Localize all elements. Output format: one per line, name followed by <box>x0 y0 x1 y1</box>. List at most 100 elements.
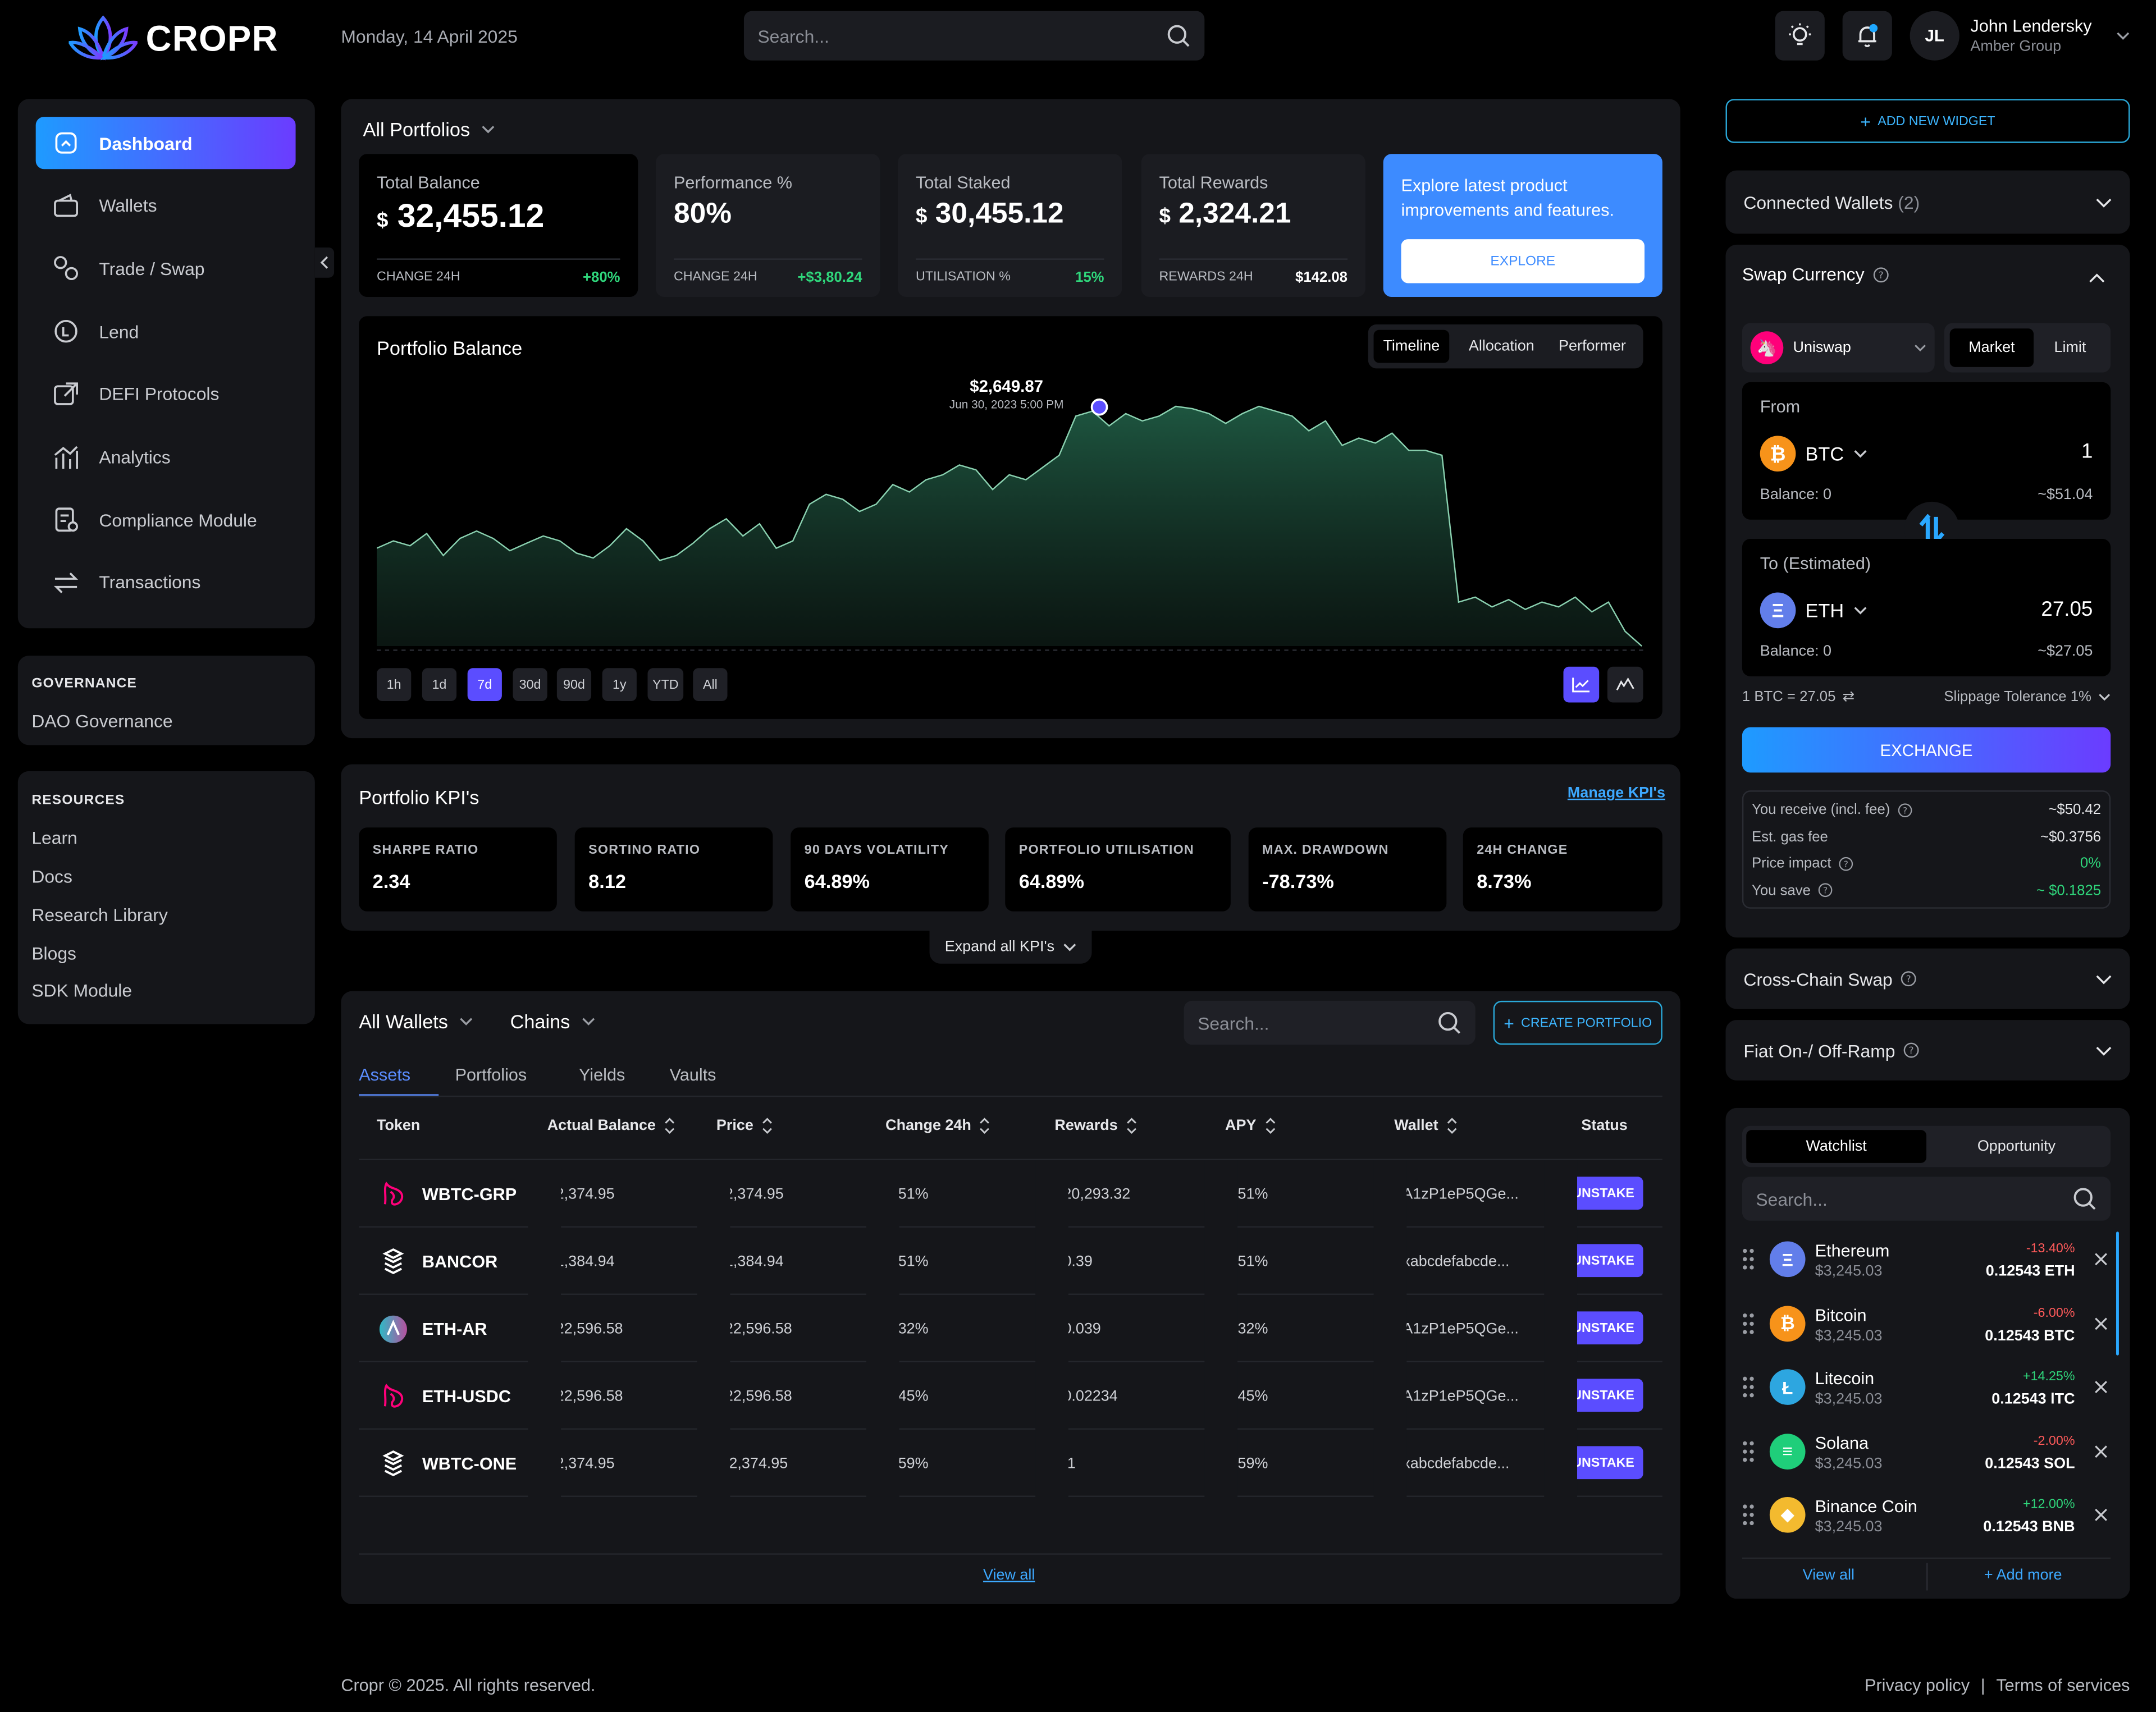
drag-handle-icon[interactable] <box>1742 1312 1755 1339</box>
uniswap-icon <box>378 1381 408 1411</box>
drag-handle-icon[interactable] <box>1742 1248 1755 1275</box>
exchange-button[interactable]: EXCHANGE <box>1742 727 2111 773</box>
assets-search-input[interactable]: Search... <box>1184 1000 1476 1045</box>
close-icon[interactable] <box>2094 1443 2108 1462</box>
close-icon[interactable] <box>2094 1315 2108 1334</box>
assets-view-all-link[interactable]: View all <box>983 1567 1035 1584</box>
sidebar-item-defi-protocols[interactable]: DEFI Protocols <box>36 368 296 420</box>
link-dao-governance[interactable]: DAO Governance <box>31 711 173 731</box>
tab-performer[interactable]: Performer <box>1559 338 1626 355</box>
tab-portfolios[interactable]: Portfolios <box>455 1065 527 1085</box>
notifications-button[interactable] <box>1842 11 1892 61</box>
sidebar-item-lend[interactable]: Lend <box>36 305 296 358</box>
wallets-filter[interactable]: All Wallets <box>359 1010 473 1032</box>
privacy-policy-link[interactable]: Privacy policy <box>1865 1676 1970 1695</box>
column-header-apy[interactable]: APY <box>1225 1118 1276 1134</box>
help-icon: ? <box>1838 856 1853 871</box>
column-header-status: Status <box>1581 1118 1627 1134</box>
expand-kpis-button[interactable]: Expand all KPI's <box>929 930 1092 964</box>
tab-timeline[interactable]: Timeline <box>1373 329 1450 363</box>
watchlist-view-all-link[interactable]: View all <box>1802 1567 1855 1584</box>
sidebar-collapse-button[interactable] <box>314 247 335 278</box>
close-icon[interactable] <box>2094 1251 2108 1270</box>
close-icon[interactable] <box>2094 1507 2108 1526</box>
line-chart-toggle[interactable] <box>1563 666 1600 703</box>
fiat-ramp-accordion[interactable]: Fiat On-/ Off-Ramp ? <box>1725 1020 2130 1081</box>
tab-opportunity[interactable]: Opportunity <box>1977 1138 2056 1155</box>
lend-icon <box>52 318 80 345</box>
header-search-input[interactable]: Search... <box>743 11 1205 61</box>
range-all[interactable]: All <box>693 668 728 701</box>
dex-select[interactable]: 🦄 Uniswap <box>1742 323 1935 373</box>
add-widget-button[interactable]: + ADD NEW WIDGET <box>1725 99 2130 143</box>
kpi-card: 24H CHANGE 8.73% <box>1463 827 1662 912</box>
close-icon[interactable] <box>2094 1379 2108 1398</box>
tab-assets[interactable]: Assets <box>359 1065 411 1085</box>
sidebar-item-transactions[interactable]: Transactions <box>36 557 296 609</box>
theme-toggle-button[interactable] <box>1775 11 1825 61</box>
link-sdk-module[interactable]: SDK Module <box>31 980 133 1001</box>
mode-market[interactable]: Market <box>1949 328 2034 367</box>
column-header-change-24h[interactable]: Change 24h <box>885 1118 990 1134</box>
from-amount-input[interactable]: 1 <box>2081 440 2093 464</box>
range-7d[interactable]: 7d <box>467 668 502 701</box>
sidebar-item-compliance-module[interactable]: Compliance Module <box>36 494 296 546</box>
token-cell: WBTC-GRP <box>378 1160 517 1228</box>
sidebar-item-trade-swap[interactable]: Trade / Swap <box>36 242 296 295</box>
candle-chart-toggle[interactable] <box>1607 666 1643 703</box>
column-header-price[interactable]: Price <box>716 1118 773 1134</box>
range-1h[interactable]: 1h <box>377 668 412 701</box>
connected-wallets-accordion[interactable]: Connected Wallets (2) <box>1725 170 2130 234</box>
to-token-select[interactable]: Ξ ETH <box>1760 592 1867 629</box>
mode-limit[interactable]: Limit <box>2054 339 2086 356</box>
portfolio-selector[interactable]: All Portfolios <box>363 118 495 140</box>
drag-handle-icon[interactable] <box>1742 1504 1755 1531</box>
explore-button[interactable]: EXPLORE <box>1401 239 1645 283</box>
range-1y[interactable]: 1y <box>602 668 637 701</box>
chart-highlight-point[interactable] <box>1090 398 1108 416</box>
drag-handle-icon[interactable] <box>1742 1440 1755 1467</box>
column-header-wallet[interactable]: Wallet <box>1394 1118 1458 1134</box>
tab-allocation[interactable]: Allocation <box>1468 338 1534 355</box>
range-ytd[interactable]: YTD <box>647 668 684 701</box>
watchlist-search-input[interactable]: Search... <box>1742 1177 2111 1221</box>
tab-vaults[interactable]: Vaults <box>669 1065 716 1085</box>
watchlist-item[interactable]: ≡ Solana $3,245.03 -2.00% 0.12543 SOL <box>1735 1424 2118 1487</box>
chevron-up-icon[interactable] <box>2089 268 2105 287</box>
cross-chain-accordion[interactable]: Cross-Chain Swap ? <box>1725 948 2130 1009</box>
watchlist-item[interactable]: Ξ Ethereum $3,245.03 -13.40% 0.12543 ETH <box>1735 1232 2118 1295</box>
watchlist-scrollbar[interactable] <box>2116 1232 2119 1356</box>
watchlist-item[interactable]: Ł Litecoin $3,245.03 +14.25% 0.12543 lTC <box>1735 1360 2118 1423</box>
slippage-select[interactable]: Slippage Tolerance 1% <box>1925 689 2111 705</box>
from-token-select[interactable]: ₿ BTC <box>1760 436 1867 472</box>
unstake-button[interactable]: UNSTAKE <box>1563 1446 1643 1480</box>
column-header-rewards[interactable]: Rewards <box>1054 1118 1137 1134</box>
range-30d[interactable]: 30d <box>513 668 547 701</box>
sidebar-item-dashboard[interactable]: Dashboard <box>35 117 296 170</box>
table-row[interactable]: ETH-USDC $22,596.58 $22,596.58 9.45% $0.0223… <box>359 1362 1662 1430</box>
manage-kpis-link[interactable]: Manage KPI's <box>1567 785 1665 802</box>
portfolio-selector-label: All Portfolios <box>363 118 471 140</box>
user-menu[interactable]: JL John Lendersky Amber Group <box>1910 11 2130 61</box>
sidebar-item-analytics[interactable]: Analytics <box>36 431 296 483</box>
link-docs[interactable]: Docs <box>31 866 72 887</box>
sidebar-item-wallets[interactable]: Wallets <box>36 180 296 232</box>
range-90d[interactable]: 90d <box>556 668 592 701</box>
create-portfolio-button[interactable]: + CREATE PORTFOLIO <box>1493 1000 1662 1045</box>
exchange-rate[interactable]: 1 BTC = 27.05 ⇄ <box>1742 689 1854 705</box>
range-1d[interactable]: 1d <box>422 668 457 701</box>
add-more-link[interactable]: + Add more <box>1984 1567 2062 1584</box>
logo[interactable]: CROPR <box>68 13 278 63</box>
link-blogs[interactable]: Blogs <box>31 943 76 964</box>
link-research-library[interactable]: Research Library <box>31 904 168 926</box>
watchlist-item[interactable]: ₿ Bitcoin $3,245.03 -6.00% 0.12543 BTC <box>1735 1296 2118 1359</box>
watchlist-item[interactable]: ◆ Binance Coin $3,245.03 +12.00% 0.12543 BNB <box>1735 1488 2118 1551</box>
tab-watchlist[interactable]: Watchlist <box>1746 1130 1927 1163</box>
link-learn[interactable]: Learn <box>31 827 77 849</box>
drag-handle-icon[interactable] <box>1742 1376 1755 1403</box>
chains-filter[interactable]: Chains <box>510 1010 595 1032</box>
kpi-value: 64.89% <box>1018 870 1084 892</box>
tab-yields[interactable]: Yields <box>579 1065 625 1085</box>
terms-link[interactable]: Terms of services <box>1996 1676 2130 1695</box>
column-header-actual-balance[interactable]: Actual Balance <box>547 1118 675 1134</box>
